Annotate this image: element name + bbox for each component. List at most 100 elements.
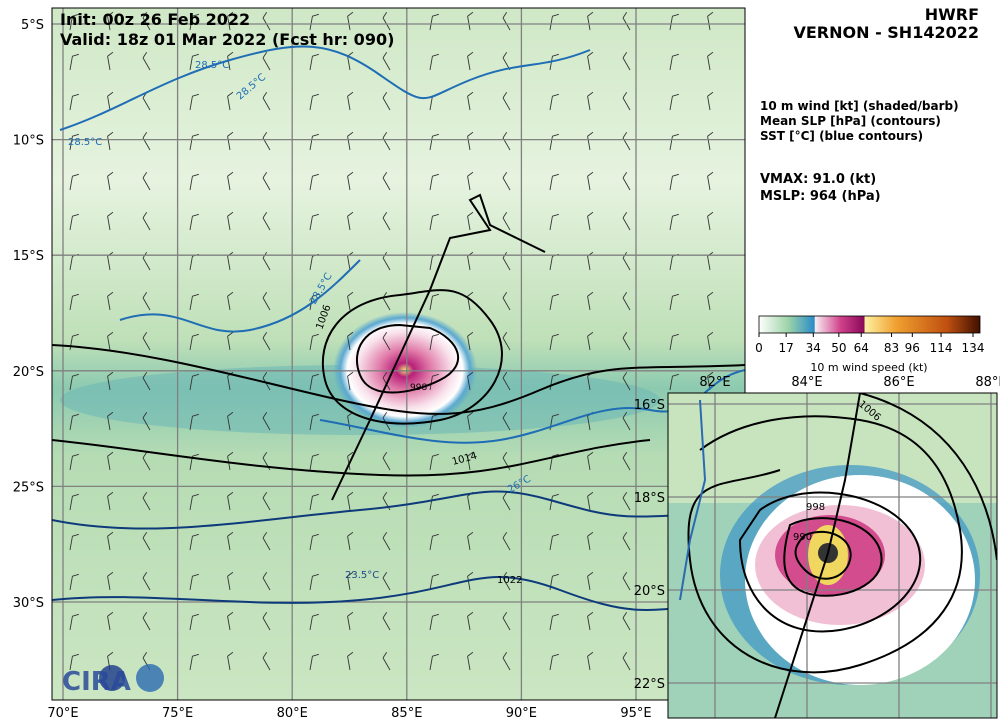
barb-flag (72, 413, 79, 417)
legend-line: SST [°C] (blue contours) (760, 129, 923, 143)
barb-staff (587, 96, 591, 111)
colorbar-label: 10 m wind speed (kt) (810, 361, 927, 374)
wind-barb (549, 533, 559, 551)
barb-flag (707, 331, 714, 337)
barb-staff (107, 336, 111, 351)
barb-flag (262, 172, 268, 179)
wind-barb (262, 52, 271, 71)
wind-barb (502, 292, 511, 311)
barb-flag (347, 331, 354, 337)
barb-flag (622, 292, 628, 299)
barb-flag (672, 333, 679, 337)
wind-barb (309, 533, 319, 551)
barb-flag (672, 293, 679, 297)
wind-barb (227, 651, 234, 671)
barb-flag (107, 531, 114, 537)
barb-staff (467, 536, 471, 551)
barb-flag (467, 531, 474, 537)
barb-staff (502, 457, 511, 471)
barb-staff (107, 56, 111, 71)
wind-barb (707, 11, 714, 31)
barb-flag (107, 171, 114, 177)
barb-staff (347, 536, 351, 551)
barb-flag (192, 13, 199, 17)
wind-barb (69, 53, 79, 71)
wind-barb (429, 173, 439, 191)
barb-staff (347, 176, 351, 191)
wind-barb (382, 572, 391, 591)
barb-flag (552, 573, 559, 577)
barb-flag (432, 373, 439, 377)
barb-staff (429, 616, 433, 631)
barb-flag (432, 133, 439, 137)
barb-staff (227, 176, 231, 191)
wind-barb (189, 293, 199, 311)
wind-barb (429, 13, 439, 31)
wind-barb (429, 453, 439, 471)
wind-barb (189, 213, 199, 231)
lat-label: 15°S (13, 249, 44, 264)
barb-flag (467, 131, 474, 137)
wind-barb (309, 453, 319, 471)
wind-barb (262, 652, 271, 671)
barb-flag (312, 93, 319, 97)
barb-staff (467, 376, 471, 391)
inset-lat-label: 20°S (634, 584, 665, 599)
barb-staff (309, 376, 313, 391)
wind-barb (467, 611, 474, 631)
barb-staff (549, 656, 553, 671)
wind-barb (502, 652, 511, 671)
barb-flag (382, 332, 388, 339)
wind-barb (502, 92, 511, 111)
barb-staff (309, 176, 313, 191)
lat-label: 25°S (13, 480, 44, 495)
colorbar-tick-label: 34 (806, 341, 821, 355)
barb-flag (107, 411, 114, 417)
barb-staff (189, 96, 193, 111)
barb-flag (382, 492, 388, 499)
wind-barb (669, 93, 679, 111)
wind-barb (309, 373, 319, 391)
wind-barb (227, 331, 234, 351)
wind-barb (142, 532, 151, 551)
wind-barb (502, 172, 511, 191)
barb-flag (432, 53, 439, 57)
barb-flag (502, 212, 508, 219)
barb-flag (312, 413, 319, 417)
wind-barb (347, 571, 354, 591)
barb-staff (382, 57, 391, 71)
wind-barb (707, 291, 714, 311)
wind-barb (429, 573, 439, 591)
barb-staff (669, 296, 673, 311)
barb-flag (382, 412, 388, 419)
barb-staff (467, 336, 471, 351)
wind-barb (107, 331, 114, 351)
barb-staff (502, 297, 511, 311)
barb-staff (587, 16, 591, 31)
barb-flag (107, 491, 114, 497)
barb-staff (707, 336, 711, 351)
barb-flag (552, 93, 559, 97)
barb-staff (707, 96, 711, 111)
colorbar-tick-label: 134 (962, 341, 985, 355)
wind-barb (502, 492, 511, 511)
wind-barb (502, 612, 511, 631)
wind-barb (587, 171, 594, 191)
wind-barb (69, 613, 79, 631)
barb-flag (312, 653, 319, 657)
wind-barb (382, 652, 391, 671)
wind-barb (587, 491, 594, 511)
barb-flag (72, 573, 79, 577)
barb-flag (142, 612, 148, 619)
barb-flag (312, 453, 319, 457)
inset-lon-label: 84°E (791, 375, 822, 390)
colorbar-tick-label: 96 (905, 341, 920, 355)
barb-staff (429, 416, 433, 431)
barb-flag (227, 91, 234, 97)
barb-flag (262, 292, 268, 299)
barb-flag (502, 492, 508, 499)
wind-barb (622, 532, 631, 551)
barb-flag (432, 213, 439, 217)
wind-barb (262, 172, 271, 191)
barb-staff (189, 496, 193, 511)
